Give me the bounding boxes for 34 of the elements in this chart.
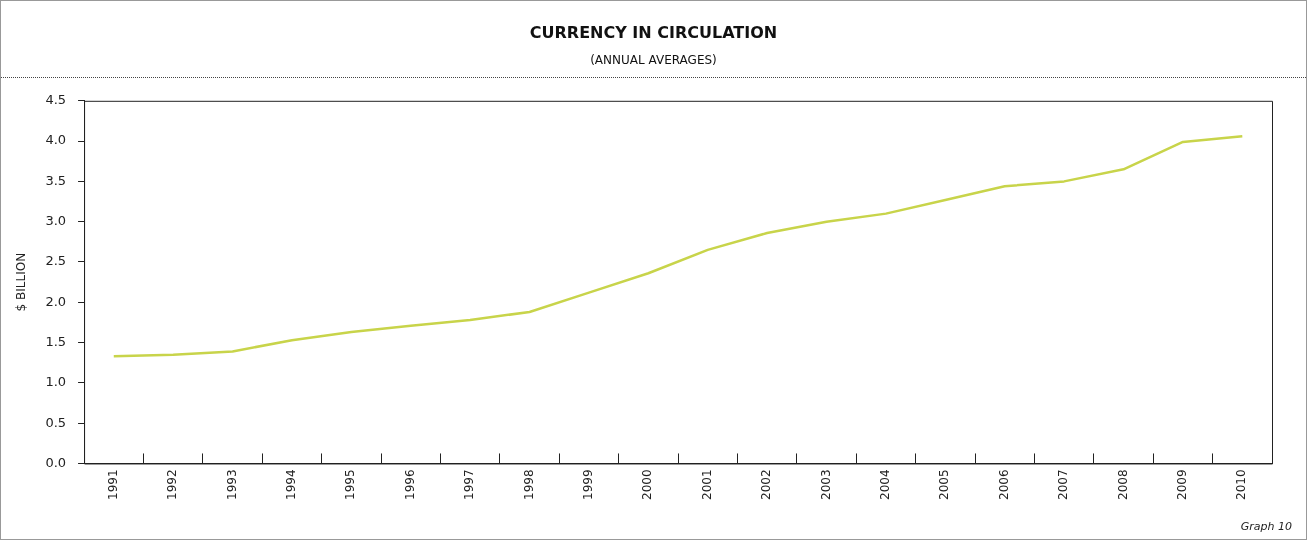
y-tick-label: 4.5 bbox=[45, 92, 67, 108]
x-tick-label: 2009 bbox=[1175, 469, 1190, 501]
x-tick-label: 1992 bbox=[165, 469, 180, 501]
x-tick-label: 1993 bbox=[224, 469, 239, 501]
caption: Graph 10 bbox=[1240, 520, 1292, 533]
chart-subtitle: (ANNUAL AVERAGES) bbox=[589, 53, 718, 67]
x-tick-label: 1991 bbox=[105, 469, 120, 501]
x-tick-label: 1994 bbox=[284, 469, 299, 501]
y-tick-label: 4.0 bbox=[45, 132, 67, 148]
x-tick-label: 2010 bbox=[1234, 469, 1249, 501]
x-tick-label: 1995 bbox=[343, 469, 358, 501]
x-tick-label: 2008 bbox=[1115, 469, 1130, 501]
y-tick-label: 1.5 bbox=[45, 333, 67, 349]
y-tick-label: 0.5 bbox=[45, 414, 67, 430]
y-tick-label: 2.0 bbox=[45, 293, 67, 309]
x-tick-label: 2004 bbox=[878, 469, 893, 501]
chart-title: CURRENCY IN CIRCULATION bbox=[528, 23, 779, 42]
x-tick-label: 2006 bbox=[996, 469, 1011, 501]
x-tick-label: 1997 bbox=[462, 469, 477, 501]
x-tick-label: 1999 bbox=[581, 469, 596, 501]
x-tick-label: 1996 bbox=[402, 469, 417, 501]
x-tick-label: 2007 bbox=[1056, 469, 1071, 501]
y-tick-label: 1.0 bbox=[45, 374, 67, 390]
x-tick-label: 2001 bbox=[699, 469, 714, 501]
x-tick-label: 2005 bbox=[937, 469, 952, 501]
y-tick-label: 2.5 bbox=[45, 253, 67, 269]
y-tick-label: 0.0 bbox=[45, 454, 67, 470]
x-tick-label: 2002 bbox=[759, 469, 774, 501]
y-tick-label: 3.5 bbox=[45, 172, 67, 188]
x-tick-label: 2000 bbox=[640, 469, 655, 501]
y-axis-title: $ BILLION bbox=[14, 252, 29, 312]
y-tick-label: 3.0 bbox=[45, 213, 67, 229]
x-tick-label: 2003 bbox=[818, 469, 833, 501]
x-tick-label: 1998 bbox=[521, 469, 536, 501]
